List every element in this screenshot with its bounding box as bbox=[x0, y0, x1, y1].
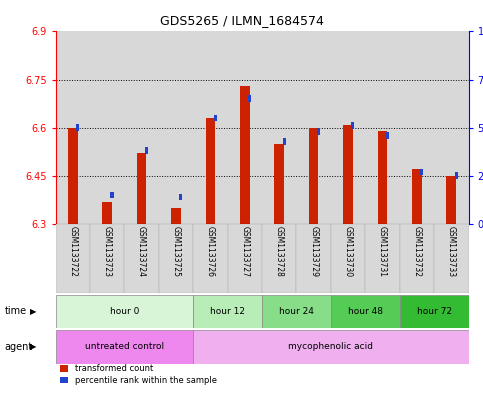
Text: hour 72: hour 72 bbox=[417, 307, 452, 316]
Legend: transformed count, percentile rank within the sample: transformed count, percentile rank withi… bbox=[60, 364, 217, 385]
Bar bbox=[343, 125, 353, 224]
Text: GSM1133724: GSM1133724 bbox=[137, 226, 146, 277]
Bar bbox=[145, 147, 148, 154]
Bar bbox=[227, 224, 262, 293]
Text: GSM1133731: GSM1133731 bbox=[378, 226, 387, 277]
Bar bbox=[179, 194, 183, 200]
Bar bbox=[317, 128, 320, 135]
Bar bbox=[455, 173, 458, 179]
Bar bbox=[193, 330, 469, 364]
Bar bbox=[125, 31, 159, 224]
Bar bbox=[283, 138, 285, 145]
Bar bbox=[193, 31, 227, 224]
Text: untreated control: untreated control bbox=[85, 342, 164, 351]
Bar bbox=[297, 224, 331, 293]
Bar bbox=[76, 124, 79, 131]
Text: GSM1133728: GSM1133728 bbox=[275, 226, 284, 277]
Bar bbox=[159, 224, 193, 293]
Bar bbox=[56, 224, 90, 293]
Bar bbox=[137, 153, 146, 224]
Bar bbox=[68, 128, 78, 224]
Bar bbox=[193, 295, 262, 328]
Bar bbox=[412, 169, 422, 224]
Bar bbox=[365, 224, 399, 293]
Bar bbox=[434, 224, 469, 293]
Bar bbox=[399, 224, 434, 293]
Text: GSM1133725: GSM1133725 bbox=[171, 226, 181, 277]
Bar bbox=[90, 31, 125, 224]
Bar bbox=[386, 132, 389, 139]
Bar bbox=[420, 169, 423, 175]
Bar bbox=[111, 192, 114, 198]
Bar bbox=[262, 295, 331, 328]
Text: hour 48: hour 48 bbox=[348, 307, 383, 316]
Text: GSM1133733: GSM1133733 bbox=[447, 226, 456, 277]
Bar bbox=[297, 31, 331, 224]
Bar bbox=[125, 224, 159, 293]
Text: GSM1133723: GSM1133723 bbox=[103, 226, 112, 277]
Bar bbox=[274, 144, 284, 224]
Text: ▶: ▶ bbox=[29, 342, 36, 351]
Text: GSM1133729: GSM1133729 bbox=[309, 226, 318, 277]
Bar bbox=[331, 31, 365, 224]
Bar bbox=[56, 295, 193, 328]
Bar bbox=[331, 295, 399, 328]
Text: GSM1133727: GSM1133727 bbox=[241, 226, 249, 277]
Text: GSM1133730: GSM1133730 bbox=[343, 226, 353, 277]
Text: hour 24: hour 24 bbox=[279, 307, 314, 316]
Bar bbox=[227, 31, 262, 224]
Text: GSM1133722: GSM1133722 bbox=[68, 226, 77, 277]
Bar bbox=[446, 176, 456, 224]
Bar bbox=[193, 224, 227, 293]
Bar bbox=[56, 330, 193, 364]
Bar bbox=[331, 224, 365, 293]
Bar bbox=[399, 31, 434, 224]
Bar bbox=[399, 295, 469, 328]
Text: hour 0: hour 0 bbox=[110, 307, 139, 316]
Bar bbox=[56, 31, 90, 224]
Bar bbox=[351, 123, 355, 129]
Bar bbox=[309, 128, 318, 224]
Text: mycophenolic acid: mycophenolic acid bbox=[288, 342, 373, 351]
Bar bbox=[262, 224, 297, 293]
Bar bbox=[171, 208, 181, 224]
Bar bbox=[206, 118, 215, 224]
Text: ▶: ▶ bbox=[29, 307, 36, 316]
Text: agent: agent bbox=[5, 342, 33, 352]
Text: GDS5265 / ILMN_1684574: GDS5265 / ILMN_1684574 bbox=[159, 14, 324, 27]
Bar bbox=[378, 131, 387, 224]
Bar bbox=[248, 95, 251, 102]
Bar bbox=[213, 115, 217, 121]
Bar bbox=[102, 202, 112, 224]
Bar bbox=[240, 86, 250, 224]
Bar bbox=[90, 224, 125, 293]
Text: GSM1133726: GSM1133726 bbox=[206, 226, 215, 277]
Bar bbox=[434, 31, 469, 224]
Text: GSM1133732: GSM1133732 bbox=[412, 226, 421, 277]
Bar bbox=[365, 31, 399, 224]
Text: time: time bbox=[5, 307, 27, 316]
Bar bbox=[262, 31, 297, 224]
Bar bbox=[159, 31, 193, 224]
Text: hour 12: hour 12 bbox=[210, 307, 245, 316]
